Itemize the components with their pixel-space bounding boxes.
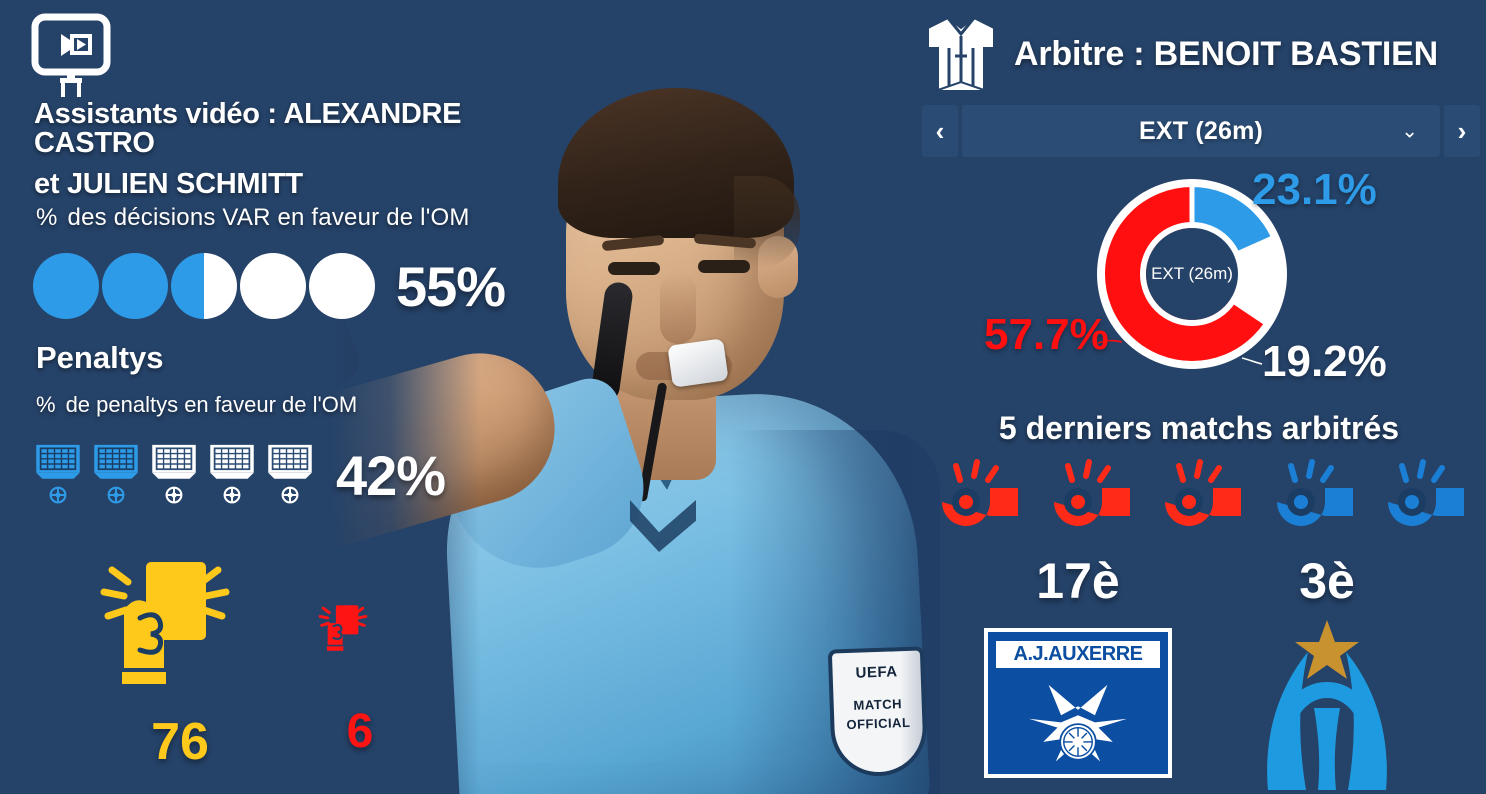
chevron-down-icon[interactable]: ⌄ <box>1401 120 1418 143</box>
var-dot-5 <box>309 253 375 319</box>
var-dot-4 <box>240 253 306 319</box>
badge-line-match: MATCH <box>853 696 903 713</box>
red-card-count: 6 <box>346 705 374 758</box>
penalty-percentage-value: 42% <box>336 444 446 507</box>
selector-dropdown[interactable]: EXT (26m) ⌄ <box>962 105 1440 157</box>
var-percentage-value: 55% <box>396 254 506 318</box>
penaltys-subtitle: % de penaltys en faveur de l'OM <box>36 392 357 418</box>
badge-line-official: OFFICIAL <box>846 714 911 733</box>
right-stats-column: Arbitre : BENOIT BASTIEN ‹ EXT (26m) ⌄ › <box>912 0 1486 794</box>
cards-stats: 76 6 <box>60 548 440 788</box>
var-assistants-title: Assistants vidéo : ALEXANDRE CASTRO et J… <box>34 100 554 199</box>
yellow-card-block: 76 <box>90 548 270 768</box>
badge-line-uefa: UEFA <box>855 663 898 682</box>
var-title-line1: Assistants vidéo : ALEXANDRE CASTRO <box>34 98 462 159</box>
selector-selected-value: EXT (26m) <box>1138 116 1264 145</box>
penalty-subtitle-text: de penaltys en faveur de l'OM <box>65 392 358 417</box>
var-dot-2 <box>102 253 168 319</box>
donut-center-label: EXT (26m) <box>1151 264 1233 283</box>
goal-icon-1 <box>30 444 85 504</box>
donut-center: EXT (26m) <box>1146 228 1238 320</box>
jersey-logo-icon <box>630 500 696 552</box>
whistle-icon-2 <box>1048 458 1132 536</box>
red-card-block: 6 <box>315 600 405 756</box>
var-subtitle: % des décisions VAR en faveur de l'OM <box>36 204 470 232</box>
om-crest <box>1232 612 1422 792</box>
referee-name: Arbitre : BENOIT BASTIEN <box>1014 34 1439 73</box>
chevron-right-icon[interactable]: › <box>1444 105 1480 157</box>
donut-label-blue: 23.1% <box>1252 165 1377 214</box>
home-team-rank: 17è A.J.AUXERRE <box>978 556 1178 778</box>
penaltys-title: Penaltys <box>36 340 164 375</box>
donut-label-white: 19.2% <box>1262 337 1387 386</box>
donut-graphic: EXT (26m) <box>1094 176 1290 372</box>
goal-icon-5 <box>262 444 317 504</box>
results-donut-chart: EXT (26m) 23.1% 57.7% 19.2% <box>912 168 1486 398</box>
referee-shirt-icon <box>922 12 1000 96</box>
var-subtitle-text: des décisions VAR en faveur de l'OM <box>67 204 470 231</box>
whistle-icon-3 <box>1159 458 1243 536</box>
auxerre-crest-label: A.J.AUXERRE <box>994 639 1162 670</box>
goal-icon-3 <box>146 444 201 504</box>
left-stats-column: Assistants vidéo : ALEXANDRE CASTRO et J… <box>0 0 560 794</box>
red-card-icon <box>318 605 368 651</box>
whistle-icon-4 <box>1271 458 1355 536</box>
donut-label-red: 57.7% <box>984 310 1109 359</box>
yellow-card-icon <box>100 562 230 684</box>
var-dot-3 <box>171 253 237 319</box>
var-title-line2: et JULIEN SCHMITT <box>34 168 303 200</box>
away-rank-position: 3è <box>1299 553 1355 609</box>
goal-icon-2 <box>88 444 143 504</box>
away-team-rank: 3è <box>1212 556 1442 792</box>
penalty-goals-gauge: 42% <box>30 444 446 507</box>
referee-header: Arbitre : BENOIT BASTIEN <box>922 12 1438 96</box>
penalty-percent-symbol: % <box>36 392 56 417</box>
yellow-card-count: 76 <box>151 713 209 771</box>
var-monitor-icon <box>30 12 112 98</box>
var-percent-symbol: % <box>36 204 58 231</box>
auxerre-crest: A.J.AUXERRE <box>984 628 1172 778</box>
last-matches-whistles <box>936 458 1466 536</box>
home-rank-position: 17è <box>1036 553 1120 609</box>
match-selector[interactable]: ‹ EXT (26m) ⌄ › <box>922 105 1480 157</box>
gold-star-icon <box>1295 620 1359 679</box>
whistle-icon-5 <box>1382 458 1466 536</box>
chevron-left-icon[interactable]: ‹ <box>922 105 958 157</box>
last-matches-title: 5 derniers matchs arbitrés <box>998 410 1400 446</box>
goal-icon-4 <box>204 444 259 504</box>
var-dot-1 <box>33 253 99 319</box>
var-dots-gauge: 55% <box>33 253 506 319</box>
whistle-icon-1 <box>936 458 1020 536</box>
team-rankings: 17è A.J.AUXERRE 3è <box>912 556 1486 794</box>
